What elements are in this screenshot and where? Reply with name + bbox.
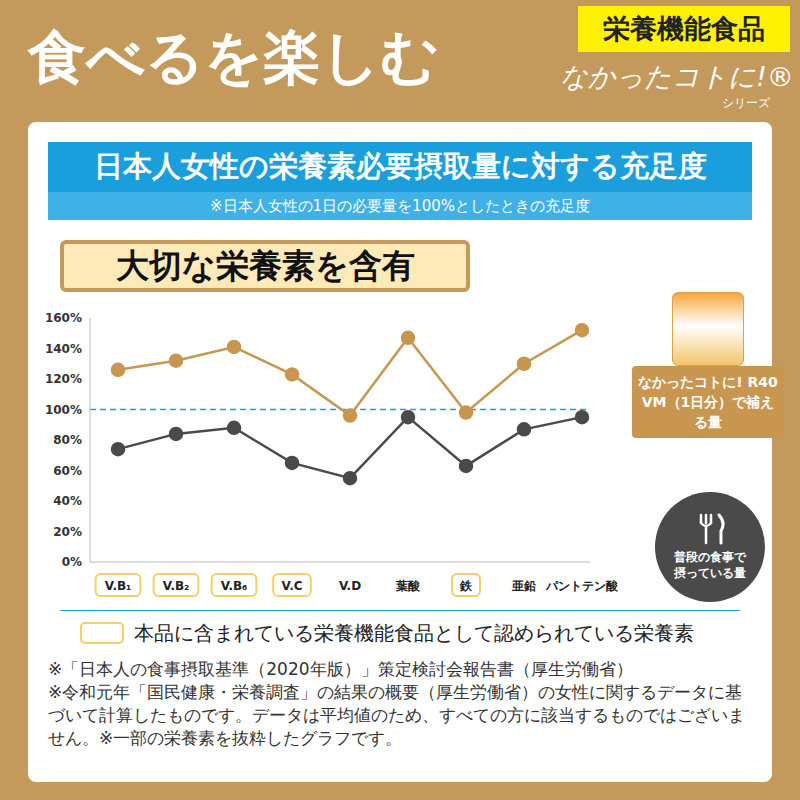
svg-text:鉄: 鉄	[459, 579, 473, 593]
svg-text:V.D: V.D	[339, 579, 361, 593]
html-text:※日本人女性の1日の必要量を100%としたときの充足度: ※日本人女性の1日の必要量を100%としたときの充足度	[210, 196, 590, 215]
html-text:日本人女性の栄養素必要摂取量に対する充足度: 日本人女性の栄養素必要摂取量に対する充足度	[93, 149, 707, 183]
html-text:なかったコトに! R40 VM（1日分）で補える量: なかったコトに! R40 VM（1日分）で補える量	[638, 374, 778, 430]
svg-text:V.C: V.C	[281, 579, 302, 593]
svg-text:80%: 80%	[53, 433, 82, 447]
svg-text:葉酸: 葉酸	[395, 579, 421, 593]
svg-text:亜鉛: 亜鉛	[511, 579, 536, 593]
svg-text:40%: 40%	[53, 494, 82, 508]
svg-text:160%: 160%	[45, 311, 82, 325]
svg-text:140%: 140%	[45, 342, 82, 356]
html-text:※「日本人の食事摂取基準（2020年版）」策定検討会報告書（: ※「日本人の食事摂取基準（2020年版）」策定検討会報告書（厚生労働省）	[48, 659, 633, 679]
svg-text:120%: 120%	[45, 372, 82, 386]
html-text:栄養機能食品: 栄養機能食品	[603, 13, 765, 44]
html-text:なかったコトに!®: なかったコトに!®	[560, 61, 794, 92]
svg-text:0%: 0%	[62, 555, 82, 569]
html-text:普段の食事で摂っている量: 普段の食事で摂っている量	[674, 550, 746, 580]
svg-text:20%: 20%	[53, 525, 82, 539]
html-text:※令和元年「国民健康・栄養調査」の結果の概要（厚生労働省）の: ※令和元年「国民健康・栄養調査」の結果の概要（厚生労働省）の女性に関するデータに…	[48, 682, 745, 748]
svg-text:V.B₆: V.B₆	[221, 579, 248, 593]
svg-text:パントテン酸: パントテン酸	[545, 579, 619, 593]
svg-text:60%: 60%	[53, 464, 82, 478]
svg-text:V.B₁: V.B₁	[105, 579, 132, 593]
html-text:大切な栄養素を含有: 大切な栄養素を含有	[115, 245, 415, 285]
html-text:本品に含まれている栄養機能食品として認められている栄養素: 本品に含まれている栄養機能食品として認められている栄養素	[134, 621, 694, 645]
svg-text:100%: 100%	[45, 403, 82, 417]
svg-text:V.B₂: V.B₂	[163, 579, 190, 593]
html-text:食べるを楽しむ: 食べるを楽しむ	[28, 23, 439, 91]
html-text:シリーズ: シリーズ	[722, 96, 770, 110]
